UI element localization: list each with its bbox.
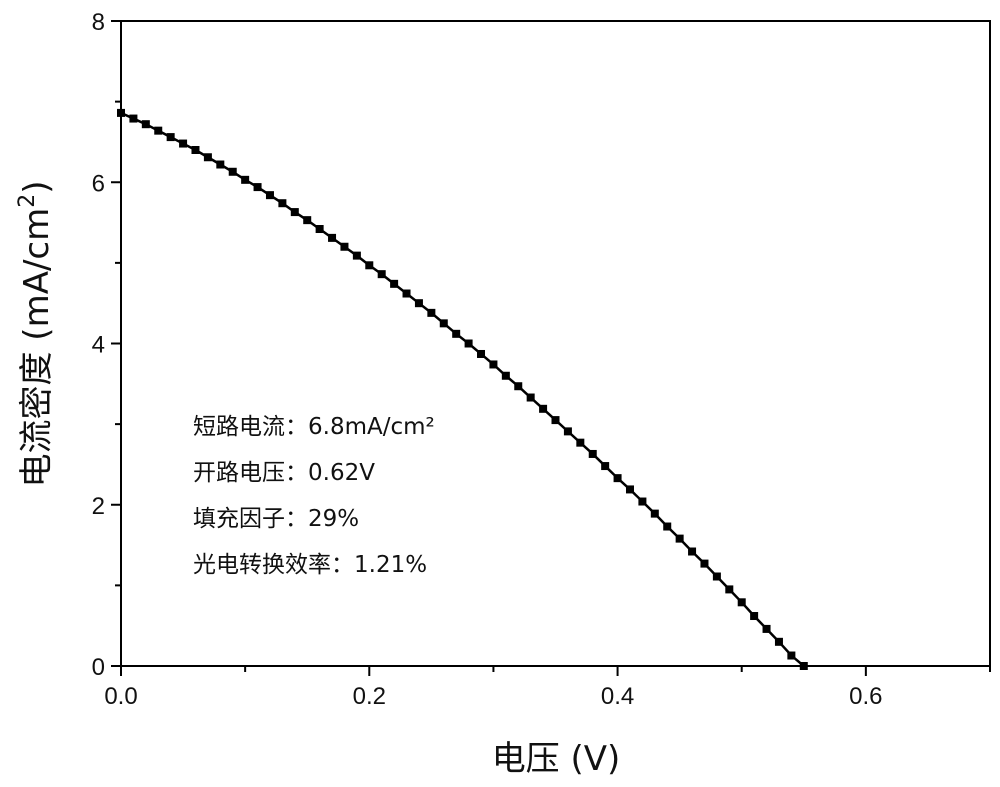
data-point-marker <box>365 261 374 270</box>
data-point-marker <box>328 233 337 242</box>
annotation-conversion-efficiency: 光电转换效率：1.21% <box>193 552 427 578</box>
data-point-marker <box>737 598 746 607</box>
data-point-marker <box>712 572 721 581</box>
data-point-marker <box>154 126 163 135</box>
data-point-marker <box>762 624 771 633</box>
y-tick-label: 0 <box>92 654 105 681</box>
data-point-marker <box>315 225 324 234</box>
data-point-marker <box>774 637 783 646</box>
data-point-marker <box>787 651 796 660</box>
data-point-marker <box>650 509 659 518</box>
axes: 0.0 0.2 0.4 0.6 0 2 4 6 8 <box>92 9 991 710</box>
data-point-marker <box>452 329 461 338</box>
y-axis-title-main: 电流密度 (mA/cm <box>17 208 57 488</box>
y-axis-title-superscript: 2 <box>15 194 40 208</box>
annotation-open-circuit-voltage: 开路电压：0.62V <box>193 460 375 486</box>
data-point-marker <box>688 547 697 556</box>
y-axis-title: 电流密度 (mA/cm2) <box>15 181 57 488</box>
x-tick-label: 0.0 <box>104 683 137 710</box>
data-point-marker <box>799 662 808 670</box>
data-point-marker <box>166 133 175 142</box>
data-point-marker <box>576 438 585 447</box>
data-point-marker <box>588 449 597 458</box>
data-point-marker <box>464 339 473 348</box>
data-point-marker <box>377 270 386 279</box>
data-point-marker <box>265 191 274 200</box>
data-point-marker <box>216 160 225 169</box>
data-point-marker <box>526 393 535 402</box>
data-point-marker <box>253 183 262 192</box>
data-point-marker <box>750 612 759 621</box>
annotation-short-circuit-current: 短路电流：6.8mA/cm² <box>193 414 435 440</box>
data-point-marker <box>141 120 150 129</box>
data-point-marker <box>241 175 250 184</box>
data-point-marker <box>402 289 411 298</box>
data-point-marker <box>638 497 647 506</box>
data-point-marker <box>228 167 237 176</box>
data-point-marker <box>278 199 287 208</box>
data-point-marker <box>675 534 684 543</box>
data-point-marker <box>117 108 125 117</box>
y-axis-title-close: ) <box>17 181 57 194</box>
x-tick-label: 0.2 <box>353 683 386 710</box>
data-point-marker <box>303 216 312 225</box>
data-point-marker <box>489 360 498 369</box>
data-point-marker <box>625 485 634 494</box>
data-point-marker <box>352 251 361 260</box>
data-point-marker <box>601 462 610 471</box>
data-point-marker <box>700 559 709 568</box>
data-point-marker <box>427 308 436 317</box>
data-point-marker <box>390 279 399 288</box>
data-point-marker <box>563 427 572 436</box>
y-tick-label: 8 <box>92 9 105 36</box>
data-point-marker <box>290 208 299 217</box>
x-tick-label: 0.6 <box>849 683 882 710</box>
data-point-marker <box>191 146 200 154</box>
data-point-marker <box>439 319 448 328</box>
x-axis-title: 电压 (V) <box>492 739 621 779</box>
data-point-marker <box>203 153 212 162</box>
data-point-marker <box>179 139 188 148</box>
y-tick-label: 2 <box>92 493 105 520</box>
data-point-marker <box>551 416 560 425</box>
series-line <box>120 111 805 667</box>
data-series <box>117 108 808 670</box>
y-tick-label: 6 <box>92 170 105 197</box>
data-point-marker <box>129 114 138 123</box>
data-point-marker <box>477 349 486 358</box>
data-point-marker <box>414 299 423 308</box>
x-tick-label: 0.4 <box>601 683 634 710</box>
data-point-marker <box>663 522 672 531</box>
data-point-marker <box>539 404 548 413</box>
data-point-marker <box>501 371 510 380</box>
data-point-marker <box>340 242 349 251</box>
y-tick-label: 4 <box>92 332 105 359</box>
data-point-marker <box>514 382 523 391</box>
data-point-marker <box>613 474 622 483</box>
data-point-marker <box>725 585 734 594</box>
annotation-fill-factor: 填充因子：29% <box>193 506 359 532</box>
